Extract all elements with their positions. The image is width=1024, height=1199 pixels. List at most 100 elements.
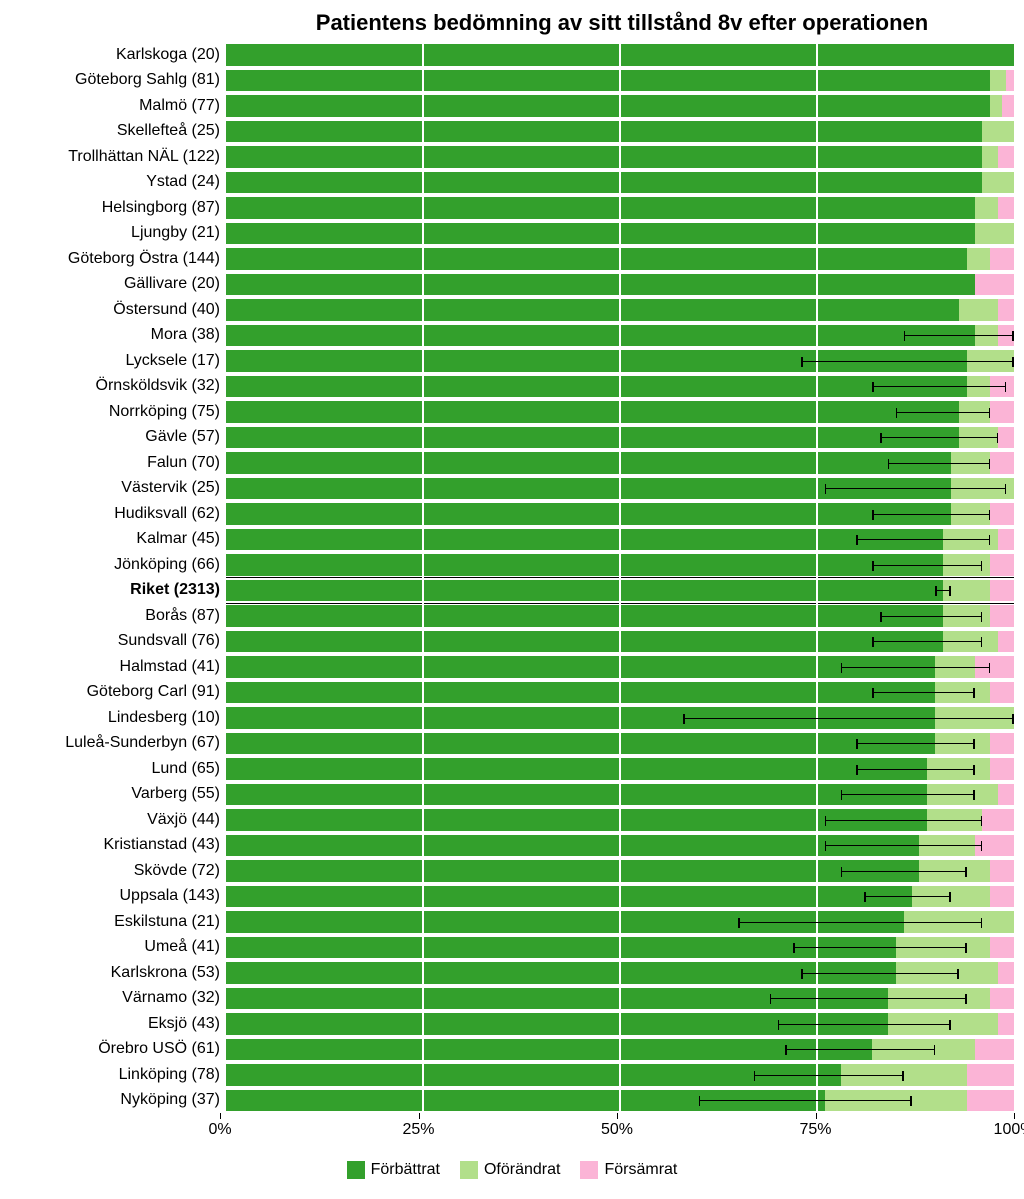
bar-segment xyxy=(226,70,990,92)
y-axis-label: Lycksele (17) xyxy=(10,352,226,370)
y-axis-label: Eskilstuna (21) xyxy=(10,913,226,931)
bar-segment xyxy=(990,503,1014,525)
legend-swatch xyxy=(580,1161,598,1179)
bar-segment xyxy=(990,70,1006,92)
y-axis-label: Göteborg Östra (144) xyxy=(10,250,226,268)
y-axis-label: Lindesberg (10) xyxy=(10,709,226,727)
bar-row: Värnamo (32) xyxy=(10,986,1014,1012)
bar-cell xyxy=(226,399,1014,425)
error-bar xyxy=(801,361,1014,362)
bar-track xyxy=(226,121,1014,143)
error-bar xyxy=(872,641,982,642)
bar-segment xyxy=(226,95,990,117)
y-axis-label: Nyköping (37) xyxy=(10,1091,226,1109)
bar-cell xyxy=(226,756,1014,782)
bar-segment xyxy=(998,427,1014,449)
bar-track xyxy=(226,146,1014,168)
bar-segment xyxy=(226,223,975,245)
bar-segment xyxy=(226,44,1014,66)
y-axis-label: Linköping (78) xyxy=(10,1066,226,1084)
chart-title: Patientens bedömning av sitt tillstånd 8… xyxy=(230,10,1014,36)
bar-row: Halmstad (41) xyxy=(10,654,1014,680)
bar-cell xyxy=(226,986,1014,1012)
bar-track xyxy=(226,223,1014,245)
bar-rows: Karlskoga (20)Göteborg Sahlg (81)Malmö (… xyxy=(10,42,1014,1113)
bar-segment xyxy=(998,962,1014,984)
bar-row: Malmö (77) xyxy=(10,93,1014,119)
bar-segment xyxy=(990,580,1014,602)
bar-track xyxy=(226,580,1014,602)
bar-cell xyxy=(226,501,1014,527)
bar-segment xyxy=(226,299,959,321)
chart-container: Patientens bedömning av sitt tillstånd 8… xyxy=(0,0,1024,1199)
bar-segment xyxy=(998,1013,1014,1035)
bar-segment xyxy=(990,988,1014,1010)
y-axis-label: Luleå-Sunderbyn (67) xyxy=(10,734,226,752)
bar-row: Göteborg Sahlg (81) xyxy=(10,68,1014,94)
bar-row: Ljungby (21) xyxy=(10,221,1014,247)
bar-row: Kalmar (45) xyxy=(10,527,1014,553)
bar-segment xyxy=(226,656,935,678)
bar-segment xyxy=(226,554,943,576)
error-bar xyxy=(825,820,983,821)
y-axis-label: Kalmar (45) xyxy=(10,530,226,548)
legend-label: Försämrat xyxy=(604,1161,677,1179)
bar-row: Kristianstad (43) xyxy=(10,833,1014,859)
bar-segment xyxy=(226,860,919,882)
error-bar xyxy=(770,998,967,999)
y-axis-label: Riket (2313) xyxy=(10,581,226,599)
bar-row: Karlskrona (53) xyxy=(10,960,1014,986)
error-bar xyxy=(793,947,966,948)
bar-segment xyxy=(990,95,1002,117)
bar-segment xyxy=(226,529,943,551)
bar-segment xyxy=(982,809,1014,831)
bar-row: Göteborg Carl (91) xyxy=(10,680,1014,706)
bar-segment xyxy=(990,682,1014,704)
error-bar xyxy=(825,845,983,846)
error-bar xyxy=(856,743,974,744)
bar-cell xyxy=(226,603,1014,629)
bar-segment xyxy=(226,605,943,627)
bar-cell xyxy=(226,909,1014,935)
x-axis: 0%25%50%75%100% xyxy=(220,1113,1014,1149)
error-bar xyxy=(699,1100,912,1101)
error-bar xyxy=(904,335,1014,336)
x-tick-label: 75% xyxy=(799,1121,831,1139)
y-axis-label: Örebro USÖ (61) xyxy=(10,1040,226,1058)
y-axis-label: Mora (38) xyxy=(10,326,226,344)
bar-cell xyxy=(226,297,1014,323)
x-tick-label: 0% xyxy=(208,1121,231,1139)
error-bar xyxy=(896,412,991,413)
bar-row: Ystad (24) xyxy=(10,170,1014,196)
bar-row: Växjö (44) xyxy=(10,807,1014,833)
bar-segment xyxy=(975,1039,1014,1061)
bar-segment xyxy=(226,580,943,602)
bar-segment xyxy=(226,172,982,194)
legend-item: Försämrat xyxy=(580,1161,677,1179)
error-bar xyxy=(864,896,951,897)
bar-segment xyxy=(1006,70,1014,92)
bar-segment xyxy=(226,758,927,780)
bar-segment xyxy=(226,452,951,474)
bar-segment xyxy=(975,197,999,219)
bar-cell xyxy=(226,552,1014,578)
bar-cell xyxy=(226,195,1014,221)
bar-cell xyxy=(226,119,1014,145)
error-bar xyxy=(785,1049,935,1050)
bar-segment xyxy=(226,503,951,525)
bar-segment xyxy=(226,274,975,296)
bar-row: Lund (65) xyxy=(10,756,1014,782)
bar-row: Hudiksvall (62) xyxy=(10,501,1014,527)
error-bar xyxy=(872,514,990,515)
y-axis-label: Umeå (41) xyxy=(10,938,226,956)
bar-segment xyxy=(226,962,896,984)
x-tick-label: 50% xyxy=(601,1121,633,1139)
bar-cell xyxy=(226,527,1014,553)
error-bar xyxy=(778,1024,951,1025)
bar-segment xyxy=(990,733,1014,755)
bar-segment xyxy=(1002,95,1014,117)
error-bar xyxy=(738,922,982,923)
y-axis-label: Ystad (24) xyxy=(10,173,226,191)
bar-segment xyxy=(226,248,967,270)
bar-segment xyxy=(990,401,1014,423)
